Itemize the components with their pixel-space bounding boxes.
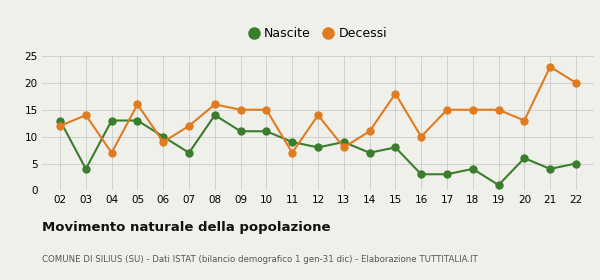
Text: COMUNE DI SILIUS (SU) - Dati ISTAT (bilancio demografico 1 gen-31 dic) - Elabora: COMUNE DI SILIUS (SU) - Dati ISTAT (bila…	[42, 255, 478, 264]
Legend: Nascite, Decessi: Nascite, Decessi	[244, 22, 392, 45]
Text: Movimento naturale della popolazione: Movimento naturale della popolazione	[42, 221, 331, 234]
